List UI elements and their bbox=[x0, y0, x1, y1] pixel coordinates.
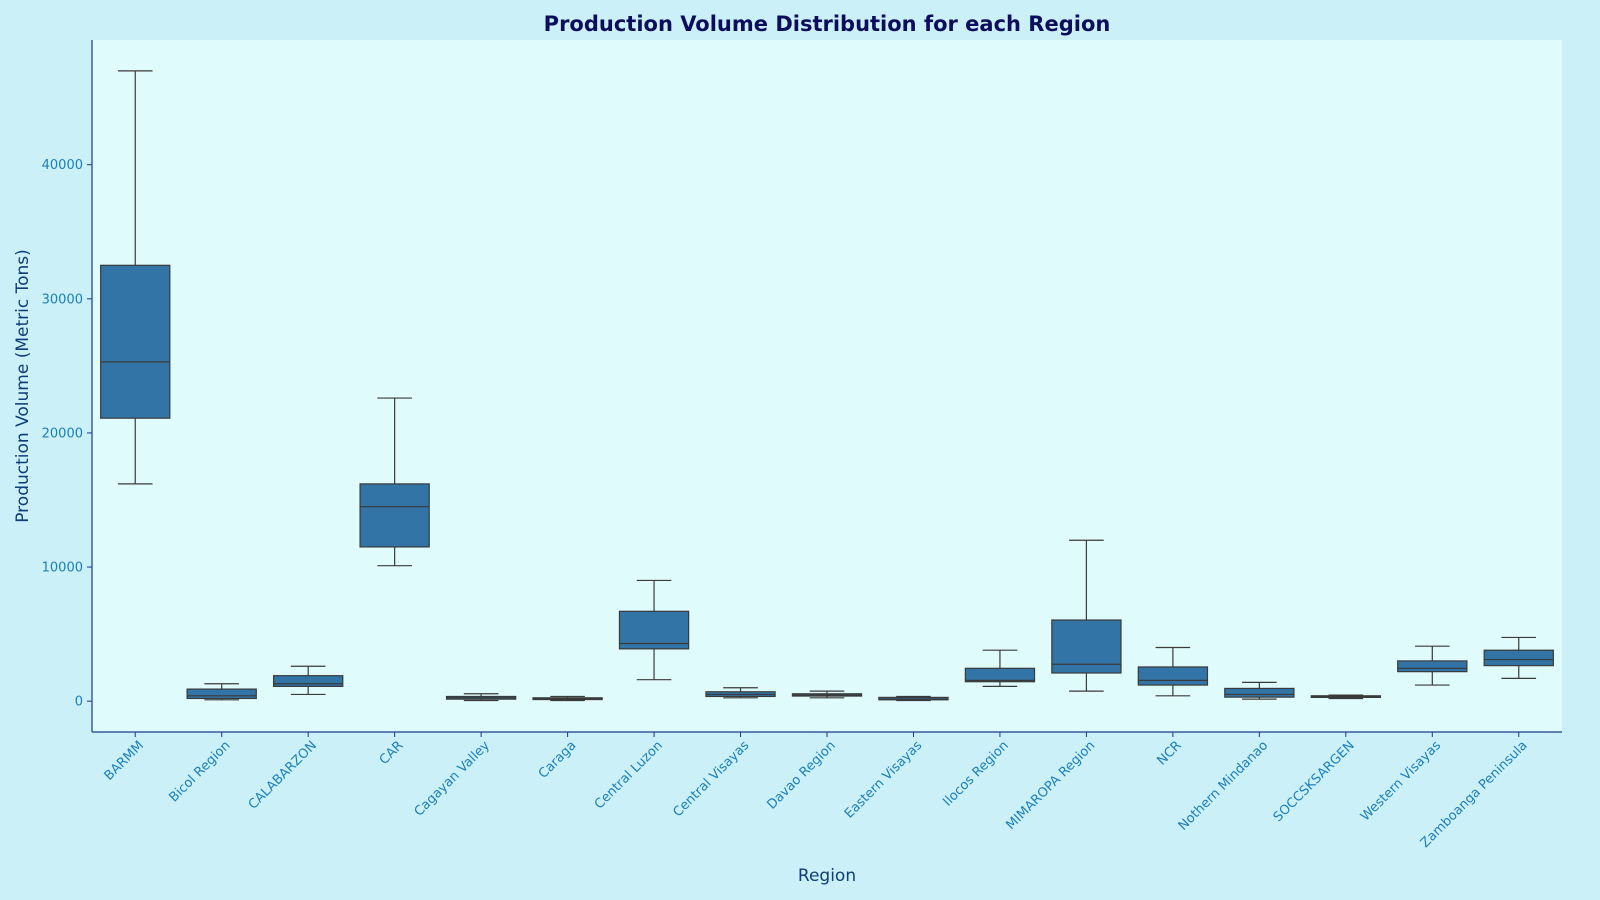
plot-area bbox=[92, 40, 1562, 732]
box-12 bbox=[1051, 539, 1122, 692]
box-3 bbox=[272, 665, 344, 696]
box-2 bbox=[186, 683, 257, 701]
iqr-box bbox=[272, 675, 344, 688]
box-7 bbox=[618, 579, 690, 681]
box-10 bbox=[878, 695, 949, 702]
box-14 bbox=[1224, 681, 1295, 700]
iqr-box bbox=[1224, 687, 1295, 698]
x-axis-label: Region bbox=[798, 866, 856, 886]
iqr-box bbox=[1483, 649, 1554, 667]
iqr-box bbox=[1137, 666, 1209, 686]
box-11 bbox=[964, 649, 1036, 688]
iqr-box bbox=[359, 483, 430, 548]
y-tick-label: 10000 bbox=[42, 561, 83, 576]
box-8 bbox=[705, 687, 776, 699]
y-axis-label: Production Volume (Metric Tons) bbox=[13, 249, 33, 523]
box-15 bbox=[1310, 694, 1382, 700]
box-1 bbox=[100, 70, 171, 485]
y-tick-label: 0 bbox=[75, 695, 83, 710]
box-16 bbox=[1397, 645, 1468, 686]
y-axis-ticks: 0 10000 20000 30000 40000 bbox=[42, 158, 92, 710]
chart-title: Production Volume Distribution for each … bbox=[544, 12, 1111, 36]
box-4 bbox=[359, 397, 430, 567]
iqr-box bbox=[186, 688, 257, 700]
iqr-box bbox=[100, 264, 171, 419]
box-13 bbox=[1137, 646, 1209, 697]
iqr-box bbox=[1051, 619, 1122, 674]
boxes-layer bbox=[100, 70, 1554, 702]
y-tick-label: 40000 bbox=[42, 158, 83, 173]
iqr-box bbox=[1397, 660, 1468, 673]
box-6 bbox=[532, 695, 603, 702]
box-17 bbox=[1483, 636, 1554, 679]
y-tick-label: 30000 bbox=[42, 292, 83, 307]
y-tick-label: 20000 bbox=[42, 426, 83, 441]
iqr-box bbox=[618, 610, 690, 650]
iqr-box bbox=[964, 667, 1036, 683]
box-5 bbox=[445, 693, 517, 702]
box-9 bbox=[791, 690, 863, 699]
